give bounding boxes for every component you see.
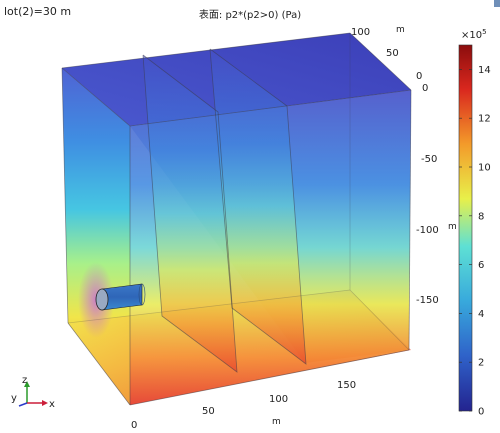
colorbar-tick-label: 6 [478,260,484,271]
triad-z-label: z [22,375,27,386]
x-tick-label: 50 [202,406,215,417]
triad-x-label: x [49,399,55,410]
corner-badge-icon [494,0,500,7]
depth-tick-label: 0 [416,71,422,82]
colorbar-tick-label: 0 [478,407,484,418]
colorbar-tick-label: 10 [478,163,491,174]
z-tick-label: -50 [421,154,437,165]
triad-y-label: y [11,393,17,404]
plot-title: 表面: p2*(p2>0) (Pa) [198,10,302,21]
x-tick-label: 100 [269,394,288,405]
depth-tick-label: 100 [351,27,370,38]
x-axis: 0 50 100 150 m [131,380,356,431]
colorbar-tick-label: 2 [478,358,484,369]
colorbar-tick-label: 8 [478,211,484,222]
z-unit-label: m [448,222,457,232]
z-axis: 0 -50 -100 -150 m [416,83,457,306]
tunnel-cylinder [95,283,146,311]
z-tick-label: 0 [422,83,428,94]
colorbar-tick-label: 4 [478,309,484,320]
x-unit-label: m [272,417,281,427]
parameter-label: lot(2)=30 m [4,5,72,18]
colorbar-gradient [458,44,473,412]
domain-box [61,32,412,406]
x-tick-label: 150 [337,380,356,391]
slice-plane-1 [143,55,237,372]
z-tick-label: -100 [416,225,439,236]
x-tick-label: 0 [131,420,137,431]
z-tick-label: -150 [416,295,439,306]
axis-triad[interactable]: z y x [11,375,55,410]
colorbar: ×105 14 12 10 8 6 4 2 0 [458,28,491,418]
colorbar-multiplier: ×105 [461,28,487,41]
colorbar-tick-label: 14 [478,65,491,76]
depth-axis: 100 50 0 m [351,25,422,82]
depth-tick-label: 50 [386,48,399,59]
slice-plane-2 [210,49,306,364]
colorbar-tick-label: 12 [478,114,491,125]
depth-unit-label: m [396,25,405,35]
